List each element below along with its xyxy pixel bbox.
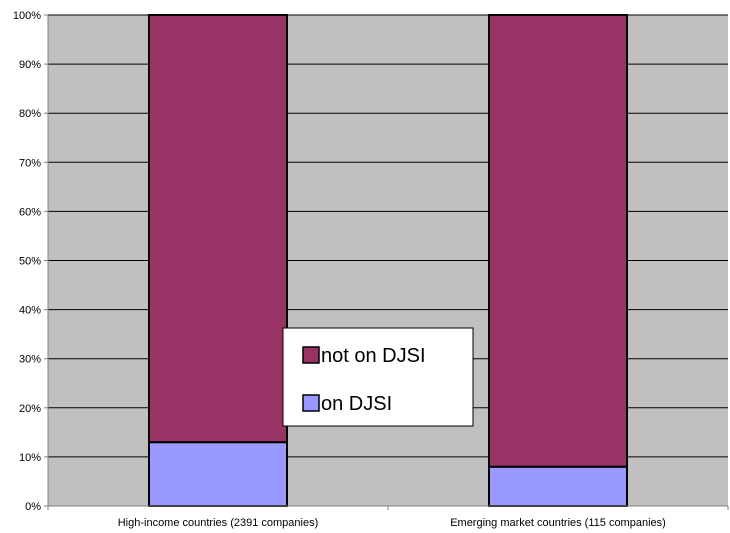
bars <box>148 14 628 508</box>
y-tick-label: 90% <box>19 59 41 71</box>
bar-segment-on-djsi <box>148 441 288 508</box>
axes <box>44 14 729 510</box>
y-tick-label: 100% <box>13 10 41 22</box>
y-tick-label: 70% <box>19 157 41 169</box>
legend: not on DJSI on DJSI <box>282 327 474 427</box>
bar-segment-not-on-djsi <box>488 14 628 468</box>
y-tick-label: 50% <box>19 256 41 268</box>
category-label: High-income countries (2391 companies) <box>118 517 319 529</box>
y-tick-label: 40% <box>19 305 41 317</box>
y-tick-label: 0% <box>25 501 41 513</box>
y-tick-label: 10% <box>19 452 41 464</box>
category-labels: High-income countries (2391 companies) Em… <box>118 517 666 529</box>
legend-label: not on DJSI <box>321 345 426 367</box>
legend-swatch <box>302 346 320 364</box>
category-label: Emerging market countries (115 companies… <box>450 517 666 529</box>
y-tick-label: 30% <box>19 354 41 366</box>
legend-label: on DJSI <box>321 393 392 415</box>
y-tick-labels: 0% 10% 20% 30% 40% 50% 60% 70% 80% 90% 100% <box>13 10 41 513</box>
y-tick-label: 60% <box>19 206 41 218</box>
bar-segment-on-djsi <box>488 465 628 507</box>
y-tick-label: 80% <box>19 108 41 120</box>
legend-swatch <box>302 394 320 412</box>
bar-segment-not-on-djsi <box>148 14 288 444</box>
y-tick-label: 20% <box>19 403 41 415</box>
